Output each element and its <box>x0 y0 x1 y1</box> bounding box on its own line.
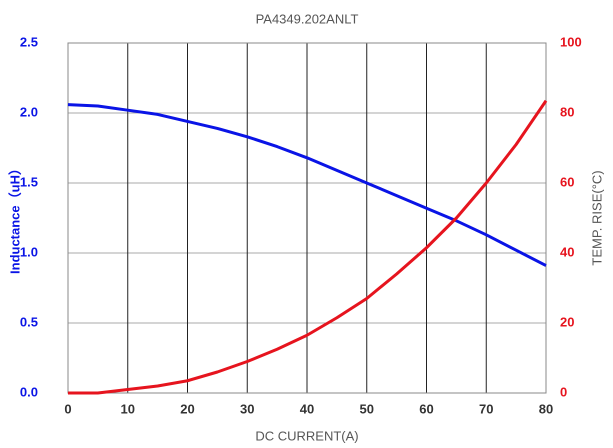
x-tick-label: 70 <box>479 401 493 416</box>
y-tick-label: 2.0 <box>20 104 38 119</box>
y2-axis-title: TEMP. RISE(°C) <box>589 170 604 265</box>
plot-frame <box>67 42 547 394</box>
x-tick-label: 0 <box>64 401 71 416</box>
x-tick-label: 80 <box>539 401 553 416</box>
x-tick-label: 30 <box>240 401 254 416</box>
y-tick-label: 1.0 <box>20 244 38 259</box>
x-tick-label: 60 <box>419 401 433 416</box>
x-tick-label: 20 <box>180 401 194 416</box>
x-tick-label: 50 <box>360 401 374 416</box>
chart-title: PA4349.202ANLT <box>256 11 359 26</box>
data-line <box>67 103 547 267</box>
y2-tick-label: 20 <box>560 314 574 329</box>
x-axis-title: DC CURRENT(A) <box>255 428 358 443</box>
y2-tick-label: 60 <box>560 174 574 189</box>
x-tick-label: 40 <box>300 401 314 416</box>
y2-tick-label: 100 <box>560 34 582 49</box>
y-tick-label: 2.5 <box>20 34 38 49</box>
y2-tick-label: 40 <box>560 244 574 259</box>
y2-tick-label: 0 <box>560 384 567 399</box>
y-tick-label: 1.5 <box>20 174 38 189</box>
y2-tick-label: 80 <box>560 104 574 119</box>
data-line <box>68 99 548 395</box>
y-axis-title: Inductance（uH） <box>7 162 22 274</box>
x-tick-label: 10 <box>121 401 135 416</box>
y-tick-label: 0.0 <box>20 384 38 399</box>
y-tick-label: 0.5 <box>20 314 38 329</box>
